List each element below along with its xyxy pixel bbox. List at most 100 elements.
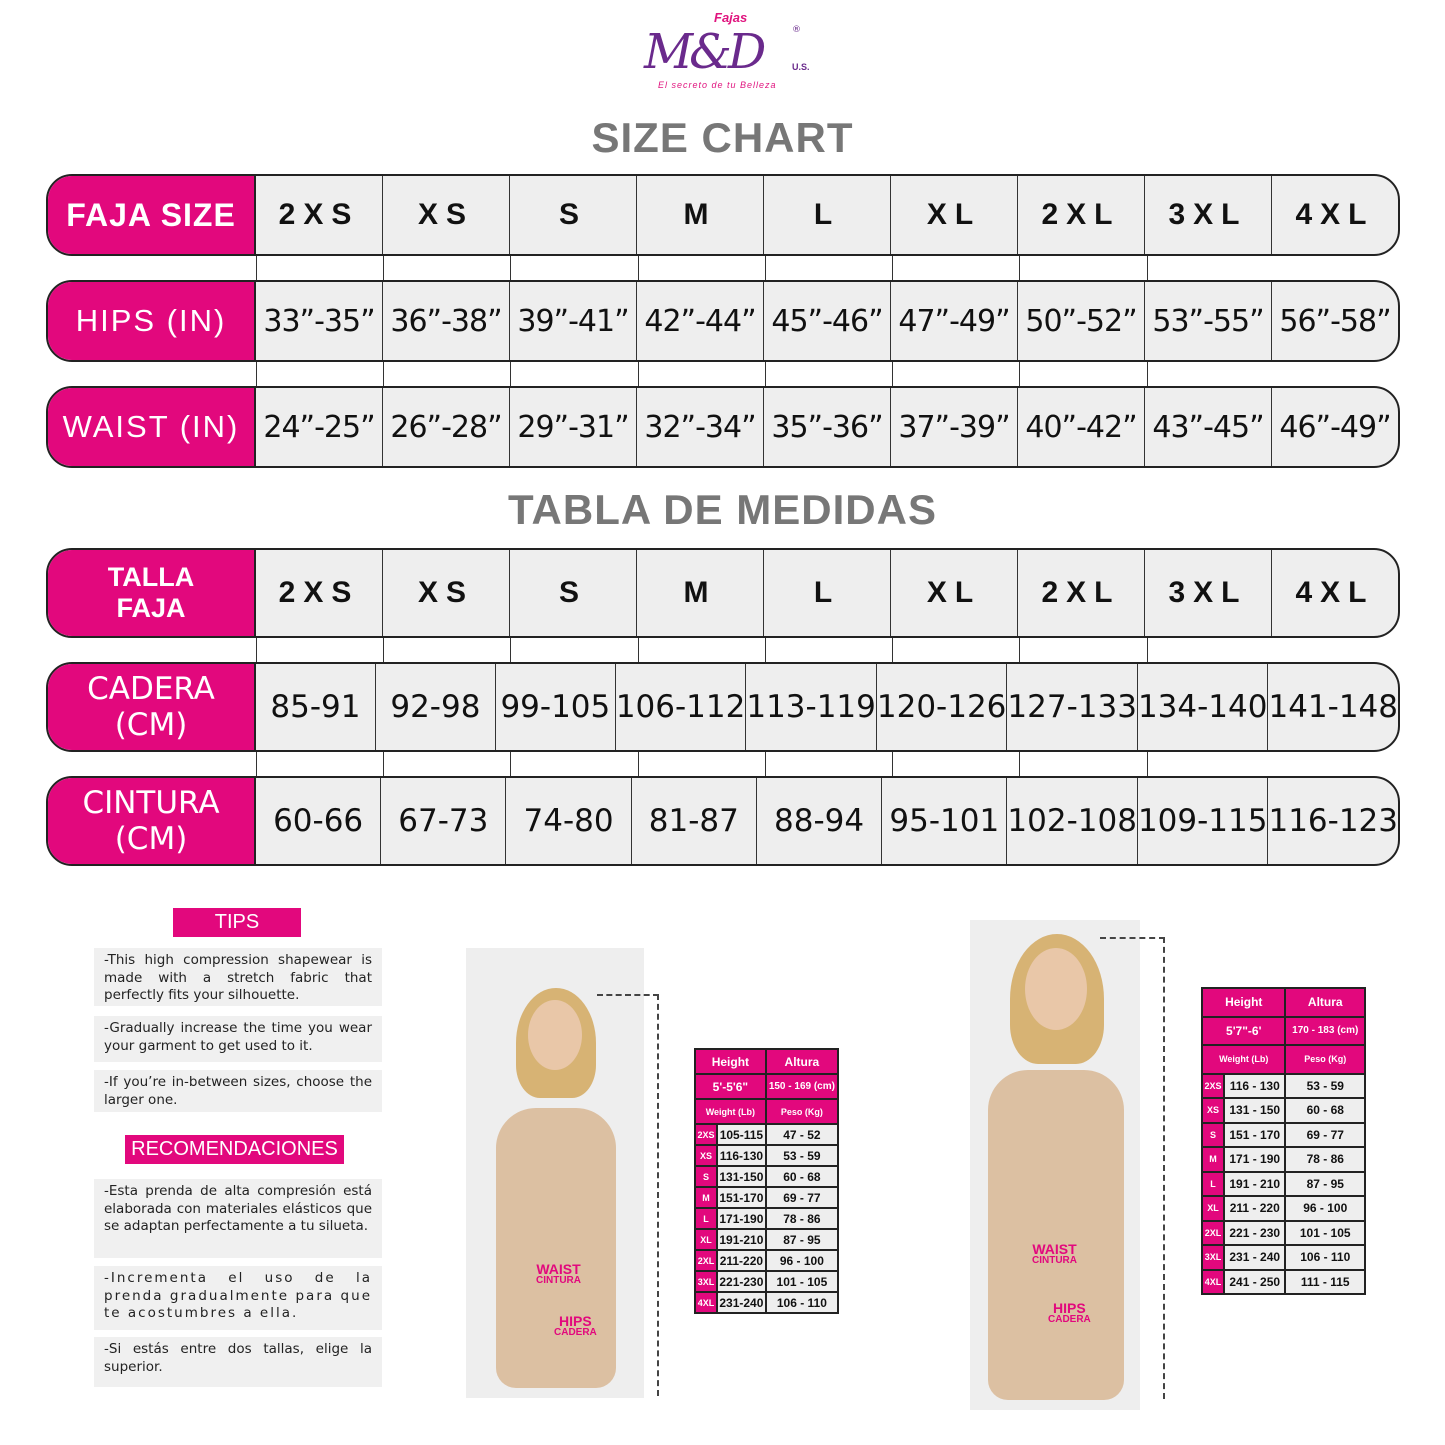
size-cell: 35”-36” (764, 388, 891, 466)
size-row: S 151 - 170 69 - 77 (1201, 1121, 1366, 1148)
weight-lb: 191-210 (716, 1228, 767, 1251)
size-label: L (1201, 1170, 1225, 1197)
weight-kg: 87 - 95 (764, 1228, 840, 1251)
weight-header: Weight (Lb) (694, 1098, 767, 1125)
weight-kg: 78 - 86 (764, 1207, 840, 1230)
size-row: XS 116-130 53 - 59 (694, 1144, 840, 1167)
size-cell: 99-105 (496, 664, 616, 750)
size-label: S (1201, 1121, 1225, 1148)
weight-lb: 116 - 130 (1222, 1072, 1287, 1099)
height-weight-table-1: Height Altura 5'-5'6" 150 - 169 (cm) Weight … (694, 1048, 840, 1314)
size-chart-title: SIZE CHART (591, 114, 854, 161)
size-cell: 4XL (1295, 576, 1375, 609)
model-photo-small: WAIST CINTURA HIPS CADERA (466, 948, 644, 1398)
row-header: CINTURA (CM) (48, 778, 256, 864)
weight-kg: 60 - 68 (764, 1165, 840, 1188)
size-cell: M (637, 550, 764, 636)
weight-lb: 131 - 150 (1222, 1097, 1287, 1124)
row-gap (46, 256, 1400, 280)
size-cell: 26”-28” (383, 388, 510, 466)
size-cell: 43”-45” (1145, 388, 1272, 466)
altura-header: Altura (764, 1048, 840, 1075)
size-cell: 88-94 (757, 778, 883, 864)
cintura-label: CINTURA (1032, 1255, 1077, 1266)
size-cell: S (510, 550, 637, 636)
weight-kg: 87 - 95 (1284, 1170, 1366, 1197)
row-header: HIPS (IN) (48, 282, 256, 360)
size-cell: L (764, 176, 891, 254)
tip-item: -This high compression shapewear is made… (94, 948, 382, 1006)
weight-header: Weight (Lb) (1200, 1044, 1287, 1075)
row-header: FAJA SIZE (48, 176, 256, 254)
size-cell: 56”-58” (1279, 303, 1391, 339)
size-cell: XS (383, 550, 510, 636)
size-cell: 40”-42” (1018, 388, 1145, 466)
weight-lb: 231 - 240 (1222, 1244, 1287, 1271)
logo-tagline: El secreto de tu Belleza (658, 80, 777, 90)
height-weight-table-2: Height Altura 5'7"-6' 170 - 183 (cm) Weight … (1200, 987, 1366, 1295)
weight-kg: 111 - 115 (1284, 1268, 1366, 1295)
size-label: XL (694, 1228, 718, 1251)
height-value: 5'-5'6" (694, 1073, 767, 1100)
weight-kg: 101 - 105 (1284, 1219, 1366, 1246)
weight-kg: 96 - 100 (1284, 1195, 1366, 1222)
size-label: XS (1201, 1097, 1225, 1124)
size-cell: L (764, 550, 891, 636)
tabla-row: CADERA (CM) 85-91 92-98 99-105 106-112 113-11… (46, 662, 1400, 752)
weight-lb: 116-130 (716, 1144, 767, 1167)
size-cell: XL (891, 176, 1018, 254)
weight-kg: 106 - 110 (764, 1291, 840, 1314)
size-label: 4XL (1201, 1268, 1225, 1295)
size-cell: 3XL (1145, 176, 1272, 254)
weight-lb: 151-170 (716, 1186, 767, 1209)
size-row: 2XL 211-220 96 - 100 (694, 1249, 840, 1272)
weight-kg: 69 - 77 (1284, 1121, 1366, 1148)
size-cell: 113-119 (746, 664, 877, 750)
tabla-title: TABLA DE MEDIDAS (508, 486, 937, 533)
height-value: 5'7"-6' (1200, 1015, 1287, 1046)
size-label: 2XS (694, 1123, 718, 1146)
altura-value: 150 - 169 (cm) (764, 1073, 840, 1100)
size-cell: XS (383, 176, 510, 254)
size-label: 2XS (1201, 1072, 1225, 1099)
size-row: 4XL 231-240 106 - 110 (694, 1291, 840, 1314)
logo-md: M&D (644, 24, 766, 80)
hips-label: HIPS (1053, 1300, 1086, 1316)
size-cell: M (637, 176, 764, 254)
size-cell: 32”-34” (637, 388, 764, 466)
waist-label: WAIST (1032, 1241, 1077, 1257)
weight-kg: 47 - 52 (764, 1123, 840, 1146)
size-row: L 171-190 78 - 86 (694, 1207, 840, 1230)
height-header: Height (1200, 987, 1287, 1018)
row-header: WAIST (IN) (48, 388, 256, 466)
logo-fajas: Fajas (714, 10, 748, 25)
cintura-label: CINTURA (536, 1275, 581, 1286)
tabla-row: CINTURA (CM) 60-66 67-73 74-80 81-87 88-94 95-… (46, 776, 1400, 866)
size_chart-row: HIPS (IN) 33”-35” 36”-38” 39”-41” 42”-44” 45”… (46, 280, 1400, 362)
waist-label: WAIST (536, 1261, 581, 1277)
weight-lb: 171 - 190 (1222, 1146, 1287, 1173)
weight-lb: 221-230 (716, 1270, 767, 1293)
row-gap (46, 638, 1400, 662)
size-cell: 39”-41” (510, 282, 637, 360)
weight-kg: 106 - 110 (1284, 1244, 1366, 1271)
size_chart-row: WAIST (IN) 24”-25” 26”-28” 29”-31” 32”-34” 35… (46, 386, 1400, 468)
size-cell: 109-115 (1138, 778, 1269, 864)
size-cell: 50”-52” (1018, 282, 1145, 360)
size-cell: 46”-49” (1279, 409, 1391, 445)
size-row: 3XL 231 - 240 106 - 110 (1201, 1244, 1366, 1271)
size-row: M 151-170 69 - 77 (694, 1186, 840, 1209)
weight-lb: 211-220 (716, 1249, 767, 1272)
weight-kg: 60 - 68 (1284, 1097, 1366, 1124)
size-cell: 47”-49” (891, 282, 1018, 360)
height-header: Height (694, 1048, 767, 1075)
size-cell: 102-108 (1007, 778, 1138, 864)
weight-kg: 53 - 59 (764, 1144, 840, 1167)
size-cell: 120-126 (877, 664, 1008, 750)
size-label: 4XL (694, 1291, 718, 1314)
size-cell: 53”-55” (1145, 282, 1272, 360)
row-gap (46, 362, 1400, 386)
altura-value: 170 - 183 (cm) (1284, 1015, 1366, 1046)
recomendacion-item: -Incrementa el uso de la prenda gradualm… (94, 1266, 382, 1330)
size-label: 3XL (1201, 1244, 1225, 1271)
